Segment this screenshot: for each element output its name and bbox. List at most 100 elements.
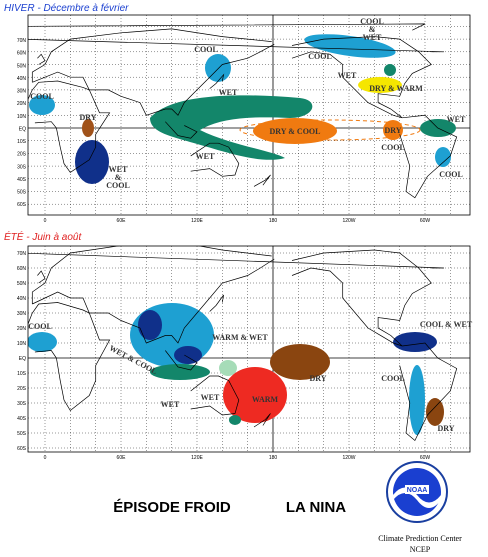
lon-label: 0 xyxy=(44,455,47,461)
lon-label: 180 xyxy=(269,218,278,224)
coastline xyxy=(399,342,458,442)
coastline xyxy=(37,53,46,65)
lat-label: 30S xyxy=(17,401,27,407)
lon-label: 120E xyxy=(191,218,203,224)
coastline xyxy=(399,114,458,199)
lat-label: 50N xyxy=(17,63,27,69)
coastline xyxy=(31,28,272,83)
lat-label: EQ xyxy=(19,356,26,362)
region-label: COOL xyxy=(381,143,405,152)
panel-title: ÉTÉ - Juin à août xyxy=(4,230,82,243)
lat-label: 50S xyxy=(17,190,27,196)
region-label: COOL xyxy=(194,45,218,54)
episode-name: LA NINA xyxy=(286,499,346,516)
coastline xyxy=(28,302,111,412)
coastline xyxy=(31,246,272,304)
region-label: WARM & WET xyxy=(212,333,268,342)
region-label: DRY xyxy=(384,126,401,135)
coastline xyxy=(291,249,432,347)
regions xyxy=(29,34,456,184)
episode-label: ÉPISODE FROID xyxy=(113,499,231,516)
lat-label: 60N xyxy=(17,51,27,57)
region-label: COOL xyxy=(106,181,130,190)
lat-label: 20N xyxy=(17,101,27,107)
lat-label: EQ xyxy=(19,126,26,132)
agency-name: NCEP xyxy=(410,545,431,554)
coastline xyxy=(28,80,111,173)
coastline xyxy=(165,121,198,139)
lat-label: 50S xyxy=(17,431,27,437)
region-label: DRY xyxy=(437,424,454,433)
lat-label: 60S xyxy=(17,202,27,208)
noaa-logo: NOAA xyxy=(386,461,448,523)
lon-label: 180 xyxy=(269,455,278,461)
region-label: DRY & COOL xyxy=(270,127,321,136)
region-label: & xyxy=(369,25,376,34)
region-label: DRY & WARM xyxy=(369,84,423,93)
coastline xyxy=(209,294,224,312)
lat-label: 30S xyxy=(17,164,27,170)
region-label: DRY xyxy=(309,374,326,383)
lat-label: 40S xyxy=(17,177,27,183)
region-label: WET xyxy=(338,71,357,80)
region-label: WARM xyxy=(252,395,279,404)
lat-label: 70N xyxy=(17,251,27,257)
coastline xyxy=(253,174,271,187)
lat-label: 20S xyxy=(17,152,27,158)
grid xyxy=(28,246,470,452)
map-panel xyxy=(28,246,470,452)
coastlines xyxy=(28,23,458,199)
lon-label: 60W xyxy=(420,455,431,461)
lat-label: 10N xyxy=(17,114,27,120)
lat-label: 10S xyxy=(17,139,27,145)
region-label: WET xyxy=(447,115,466,124)
region-label: COOL xyxy=(439,170,463,179)
map-panel xyxy=(28,15,470,215)
coastlines xyxy=(28,246,458,442)
coastline xyxy=(209,73,225,89)
lat-label: 30N xyxy=(17,89,27,95)
coastline xyxy=(253,413,271,428)
lat-label: 70N xyxy=(17,38,27,44)
lon-label: 0 xyxy=(44,218,47,224)
region-label: WET xyxy=(201,393,220,402)
region-label: COOL xyxy=(28,322,52,331)
lat-label: 60N xyxy=(17,266,27,272)
coastline xyxy=(32,258,275,344)
lon-label: 120E xyxy=(191,455,203,461)
coastline xyxy=(32,43,275,116)
lon-label: 120W xyxy=(342,218,355,224)
regions xyxy=(28,303,444,435)
region-label: WET xyxy=(161,400,180,409)
lat-label: 30N xyxy=(17,311,27,317)
lon-label: 60E xyxy=(117,455,127,461)
lat-label: 40S xyxy=(17,416,27,422)
region-label: COOL & WET xyxy=(420,320,473,329)
region-label: & xyxy=(115,173,122,182)
lat-label: 10S xyxy=(17,371,27,377)
lat-label: 40N xyxy=(17,296,27,302)
coastline xyxy=(28,23,445,53)
lat-label: 20N xyxy=(17,326,27,332)
region-label: WET xyxy=(363,33,382,42)
axis-labels: 70N 60N 50N 40N 30N 20N 10N EQ 10S 20S 30S 40S 50S 60… xyxy=(17,251,431,461)
lat-label: 50N xyxy=(17,281,27,287)
region-label: COOL xyxy=(308,52,332,61)
logo-text: NOAA xyxy=(407,487,428,494)
lat-label: 20S xyxy=(17,386,27,392)
coastline xyxy=(190,375,240,416)
region-label: COOL xyxy=(30,92,54,101)
coastline xyxy=(190,142,240,177)
lon-label: 60E xyxy=(117,218,127,224)
panel-title: HIVER - Décembre à février xyxy=(4,3,129,14)
lon-label: 120W xyxy=(342,455,355,461)
region-label: WET xyxy=(196,152,215,161)
region-label: WET xyxy=(219,88,238,97)
center-name: Climate Prediction Center xyxy=(378,534,462,543)
coastline xyxy=(37,270,46,284)
lon-label: 60W xyxy=(420,218,431,224)
lat-label: 40N xyxy=(17,76,27,82)
lat-label: 60S xyxy=(17,446,27,452)
region-label: COOL xyxy=(360,17,384,26)
coastline xyxy=(165,350,198,371)
